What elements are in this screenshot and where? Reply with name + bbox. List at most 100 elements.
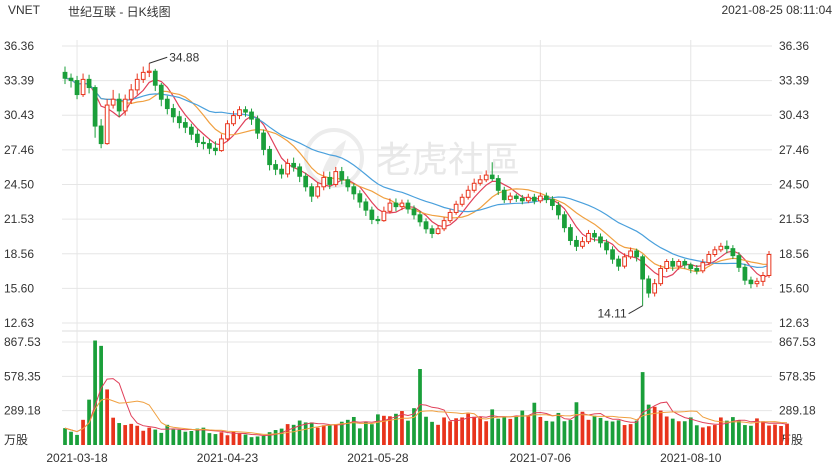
candle-body — [519, 197, 525, 202]
volume-bar — [767, 425, 771, 445]
volume-bar — [568, 420, 573, 445]
volume-bar — [598, 417, 603, 445]
candle-body — [568, 227, 573, 241]
volume-bar — [75, 434, 79, 445]
volume-bar — [743, 425, 747, 445]
volume-bar — [688, 417, 693, 445]
volume-bar — [333, 424, 338, 445]
volume-bar — [309, 422, 314, 445]
volume-bar — [676, 421, 681, 445]
candle-body — [694, 267, 700, 272]
candle-body — [164, 98, 170, 110]
candle-body — [387, 202, 393, 212]
volume-bar — [69, 431, 73, 445]
candle-body — [513, 195, 519, 199]
candle-body — [225, 123, 230, 140]
volume-bar — [418, 369, 422, 445]
candle-body — [670, 260, 676, 267]
date-tick-label: 2021-05-28 — [347, 451, 409, 465]
candle-body — [628, 250, 633, 258]
volume-bar — [682, 421, 687, 445]
candle-body — [423, 221, 429, 230]
candle-body — [748, 279, 754, 285]
volume-bar — [520, 410, 525, 445]
volume-bar — [773, 424, 777, 445]
volume-bar — [526, 416, 531, 445]
volume-bar — [207, 433, 212, 445]
candle-body — [158, 84, 164, 100]
price-tick-label: 12.63 — [779, 316, 809, 330]
volume-bar — [514, 415, 519, 445]
volume-bar — [725, 420, 729, 445]
ma10-line — [64, 77, 769, 273]
volume-axis-right: 867.53 578.35 289.18 万股 — [779, 335, 816, 447]
price-tick-label: 21.53 — [779, 212, 809, 226]
volume-tick-label: 289.18 — [4, 404, 41, 418]
volume-bar — [279, 428, 284, 445]
candle-body — [375, 218, 381, 222]
price-tick-label: 12.63 — [4, 316, 34, 330]
candle-body — [303, 175, 309, 188]
volume-bar — [195, 428, 200, 445]
volume-bar — [664, 416, 669, 445]
volume-bar — [737, 420, 741, 445]
date-tick-label: 2021-04-23 — [197, 451, 259, 465]
candle-body — [86, 78, 92, 89]
volume-tick-label: 867.53 — [779, 335, 816, 349]
date-axis: 2021-03-18 2021-04-23 2021-05-28 2021-07-06… — [46, 451, 721, 465]
candle-body — [640, 256, 646, 280]
volume-bar — [502, 416, 507, 445]
candle-body — [351, 186, 357, 195]
candle-body — [477, 179, 483, 184]
volume-bar — [255, 436, 260, 445]
volume-bar — [159, 432, 164, 445]
candle-body — [447, 211, 453, 222]
candle-body — [429, 228, 435, 234]
candle-body — [279, 168, 284, 175]
candle-body — [128, 89, 134, 100]
candle-body — [243, 109, 248, 113]
candle-body — [616, 258, 621, 267]
candle-body — [231, 115, 236, 125]
price-tick-label: 21.53 — [4, 212, 34, 226]
annotation-leader — [149, 56, 168, 64]
volume-bar — [117, 423, 122, 445]
candle-body — [712, 249, 718, 255]
volume-bar — [466, 413, 471, 445]
volume-bar — [478, 417, 483, 445]
volume-bar — [225, 435, 230, 445]
price-tick-label: 24.50 — [4, 177, 34, 191]
candle-body — [315, 186, 321, 197]
volume-bar — [610, 421, 615, 445]
volume-bar — [177, 429, 182, 445]
candle-body — [140, 71, 146, 80]
volume-bar — [761, 421, 765, 445]
candle-body — [676, 260, 682, 267]
volume-bar — [237, 433, 242, 445]
volume-bar — [129, 423, 134, 445]
candle-body — [688, 264, 694, 269]
volume-bar — [454, 418, 458, 445]
candle-body — [116, 98, 122, 112]
candle-body — [531, 196, 537, 202]
candle-body — [399, 202, 405, 208]
volume-bar — [363, 421, 368, 445]
volume-unit-label: 万股 — [4, 433, 28, 447]
volume-bar — [592, 415, 597, 445]
candle-body — [345, 179, 351, 188]
candle-body — [110, 98, 116, 106]
candle-body — [483, 174, 489, 181]
low-price-label: 14.11 — [597, 307, 626, 321]
volume-bar — [321, 425, 326, 445]
volume-bar — [550, 421, 555, 445]
candle-body — [62, 71, 68, 79]
candle-body — [411, 208, 417, 216]
volume-bar — [670, 418, 675, 445]
candle-body — [465, 189, 471, 198]
candle-body — [730, 248, 736, 257]
candle-body — [598, 236, 603, 244]
volume-bar — [93, 340, 97, 445]
candle-body — [652, 283, 658, 294]
candle-body — [285, 162, 291, 175]
volume-bar — [749, 425, 753, 445]
